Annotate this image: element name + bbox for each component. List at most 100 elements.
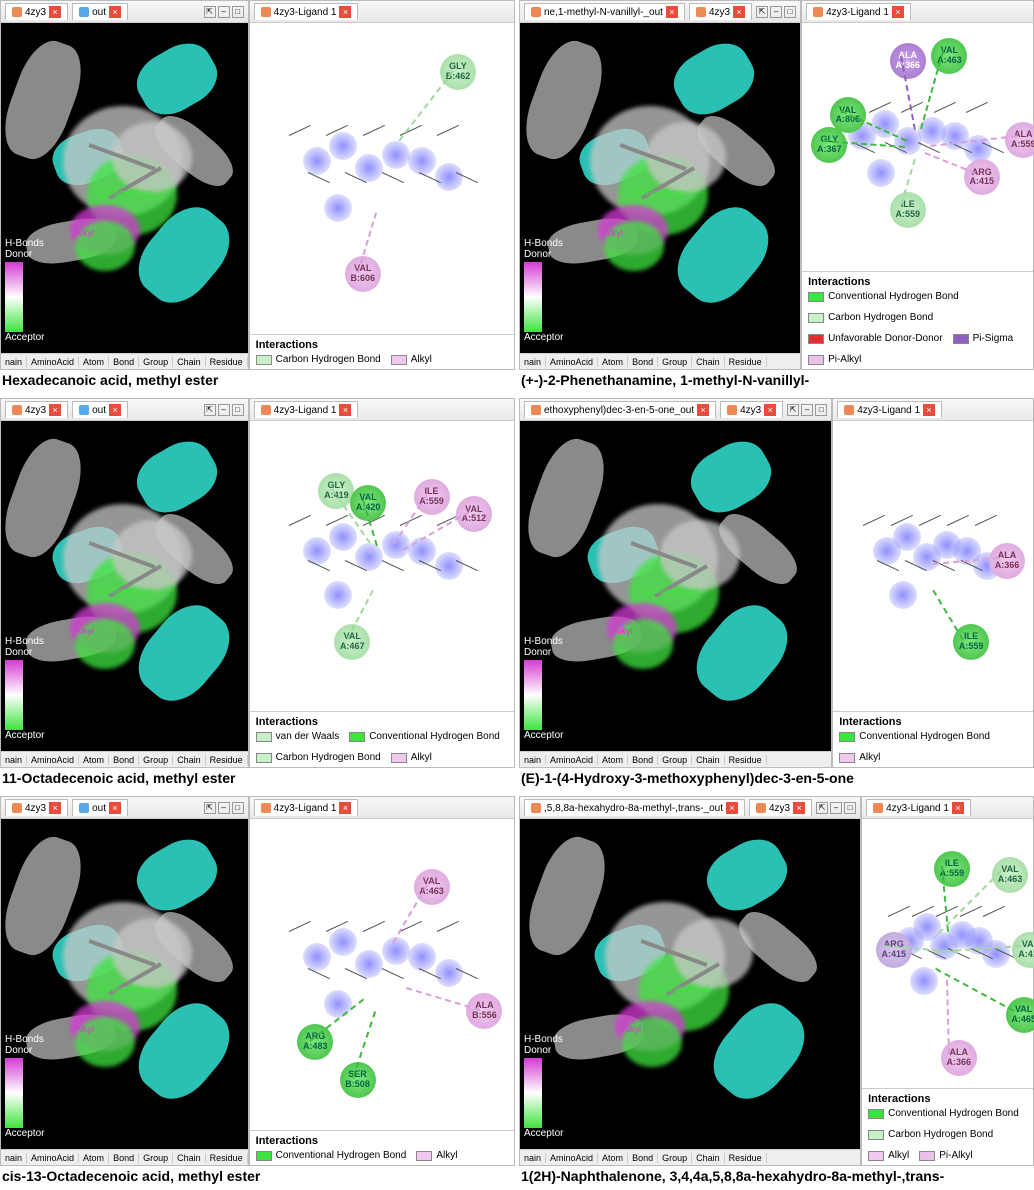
bottom-tab[interactable]: Chain xyxy=(173,755,206,765)
bottom-tab[interactable]: Chain xyxy=(692,357,725,367)
tab[interactable]: 4zy3× xyxy=(5,401,68,418)
tab[interactable]: 4zy3-Ligand 1× xyxy=(866,799,971,816)
close-icon[interactable]: × xyxy=(923,404,935,416)
bottom-tab[interactable]: Atom xyxy=(79,357,109,367)
close-icon[interactable]: × xyxy=(109,404,121,416)
bottom-tab[interactable]: Group xyxy=(139,755,173,765)
bottom-tab[interactable]: Chain xyxy=(173,1153,206,1163)
max-icon[interactable]: □ xyxy=(784,6,796,18)
min-icon[interactable]: – xyxy=(830,802,842,814)
tab[interactable]: 4zy3-Ligand 1× xyxy=(254,799,359,816)
tab[interactable]: out× xyxy=(72,3,128,20)
bottom-tab[interactable]: AminoAcid xyxy=(27,357,79,367)
close-icon[interactable]: × xyxy=(764,404,776,416)
bottom-tab[interactable]: Residue xyxy=(206,357,248,367)
close-icon[interactable]: × xyxy=(793,802,805,814)
tab[interactable]: 4zy3-Ligand 1× xyxy=(254,401,359,418)
close-icon[interactable]: × xyxy=(892,6,904,18)
max-icon[interactable]: □ xyxy=(232,404,244,416)
viewport-3d[interactable]: Alkyl Conventional H-Bonds Donor Accepto… xyxy=(520,819,860,1149)
bottom-tab[interactable]: Atom xyxy=(598,1153,628,1163)
viewport-3d[interactable]: Alkyl Conventional H-Bonds Donor Accepto… xyxy=(520,421,831,751)
tab[interactable]: 4zy3× xyxy=(5,799,68,816)
close-icon[interactable]: × xyxy=(733,6,745,18)
bottom-tab[interactable]: Bond xyxy=(628,357,658,367)
tab[interactable]: 4zy3× xyxy=(749,799,812,816)
max-icon[interactable]: □ xyxy=(815,404,827,416)
bottom-tab[interactable]: Atom xyxy=(598,755,628,765)
tab[interactable]: 4zy3× xyxy=(689,3,752,20)
bottom-tab[interactable]: Residue xyxy=(725,1153,767,1163)
tab[interactable]: ,5,8,8a-hexahydro-8a-methyl-,trans-_out× xyxy=(524,799,745,816)
tab[interactable]: ne,1-methyl-N-vanillyl-_out× xyxy=(524,3,685,20)
tab[interactable]: out× xyxy=(72,401,128,418)
bottom-tab[interactable]: Group xyxy=(139,1153,173,1163)
close-icon[interactable]: × xyxy=(339,6,351,18)
bottom-tab[interactable]: nain xyxy=(520,357,546,367)
tab[interactable]: ethoxyphenyl)dec-3-en-5-one_out× xyxy=(524,401,716,418)
viewport-2d[interactable]: ILEA:559 VALA:463 ARGA:415 VALA:418 VALA… xyxy=(862,819,1033,1088)
close-icon[interactable]: × xyxy=(697,404,709,416)
bottom-tab[interactable]: Atom xyxy=(598,357,628,367)
bottom-tab[interactable]: Group xyxy=(658,357,692,367)
close-icon[interactable]: × xyxy=(49,404,61,416)
close-icon[interactable]: × xyxy=(49,6,61,18)
bottom-tab[interactable]: nain xyxy=(1,755,27,765)
bottom-tab[interactable]: Atom xyxy=(79,755,109,765)
bottom-tab[interactable]: Residue xyxy=(725,357,767,367)
pin-icon[interactable]: ⇱ xyxy=(816,802,828,814)
tab[interactable]: 4zy3× xyxy=(5,3,68,20)
close-icon[interactable]: × xyxy=(109,802,121,814)
pin-icon[interactable]: ⇱ xyxy=(204,802,216,814)
close-icon[interactable]: × xyxy=(49,802,61,814)
viewport-3d[interactable]: Alkyl Conventional H-Bonds Donor Accepto… xyxy=(520,23,800,353)
tab[interactable]: 4zy3× xyxy=(720,401,783,418)
close-icon[interactable]: × xyxy=(109,6,121,18)
tab[interactable]: 4zy3-Ligand 1× xyxy=(806,3,911,20)
bottom-tab[interactable]: Chain xyxy=(692,755,725,765)
tab[interactable]: out× xyxy=(72,799,128,816)
close-icon[interactable]: × xyxy=(726,802,738,814)
min-icon[interactable]: – xyxy=(770,6,782,18)
viewport-3d[interactable]: Alkyl Conventional H-Bonds Donor Accepto… xyxy=(1,819,248,1149)
viewport-2d[interactable]: VALA:806 GLYA:367 ALAA:366 VALA:463 ALAA… xyxy=(802,23,1033,271)
bottom-tab[interactable]: Bond xyxy=(109,357,139,367)
viewport-3d[interactable]: Alkyl Conventional H-Bonds Donor Accepto… xyxy=(1,23,248,353)
bottom-tab[interactable]: AminoAcid xyxy=(27,755,79,765)
bottom-tab[interactable]: Group xyxy=(658,1153,692,1163)
min-icon[interactable]: – xyxy=(218,802,230,814)
bottom-tab[interactable]: AminoAcid xyxy=(546,1153,598,1163)
bottom-tab[interactable]: Bond xyxy=(109,1153,139,1163)
viewport-2d[interactable]: GLYA:419 VALA:420 ILEA:559 VALA:512 VALA… xyxy=(250,421,514,711)
bottom-tab[interactable]: Group xyxy=(658,755,692,765)
max-icon[interactable]: □ xyxy=(232,802,244,814)
max-icon[interactable]: □ xyxy=(232,6,244,18)
bottom-tab[interactable]: Bond xyxy=(628,1153,658,1163)
bottom-tab[interactable]: AminoAcid xyxy=(546,357,598,367)
close-icon[interactable]: × xyxy=(339,404,351,416)
min-icon[interactable]: – xyxy=(801,404,813,416)
pin-icon[interactable]: ⇱ xyxy=(204,404,216,416)
bottom-tab[interactable]: Atom xyxy=(79,1153,109,1163)
viewport-2d[interactable]: VALA:463 ARGA:483 SERB:508 ALAB:556 xyxy=(250,819,514,1130)
bottom-tab[interactable]: nain xyxy=(520,1153,546,1163)
bottom-tab[interactable]: nain xyxy=(520,755,546,765)
pin-icon[interactable]: ⇱ xyxy=(787,404,799,416)
bottom-tab[interactable]: nain xyxy=(1,357,27,367)
bottom-tab[interactable]: Residue xyxy=(206,1153,248,1163)
bottom-tab[interactable]: AminoAcid xyxy=(546,755,598,765)
viewport-2d[interactable]: ALAA:366 ILEA:559 xyxy=(833,421,1033,711)
tab[interactable]: 4zy3-Ligand 1× xyxy=(837,401,942,418)
bottom-tab[interactable]: Chain xyxy=(173,357,206,367)
min-icon[interactable]: – xyxy=(218,404,230,416)
viewport-3d[interactable]: Alkyl Conventional H-Bonds Donor Accepto… xyxy=(1,421,248,751)
bottom-tab[interactable]: Residue xyxy=(206,755,248,765)
pin-icon[interactable]: ⇱ xyxy=(204,6,216,18)
min-icon[interactable]: – xyxy=(218,6,230,18)
close-icon[interactable]: × xyxy=(666,6,678,18)
pin-icon[interactable]: ⇱ xyxy=(756,6,768,18)
bottom-tab[interactable]: Bond xyxy=(628,755,658,765)
bottom-tab[interactable]: Bond xyxy=(109,755,139,765)
bottom-tab[interactable]: Chain xyxy=(692,1153,725,1163)
bottom-tab[interactable]: Group xyxy=(139,357,173,367)
